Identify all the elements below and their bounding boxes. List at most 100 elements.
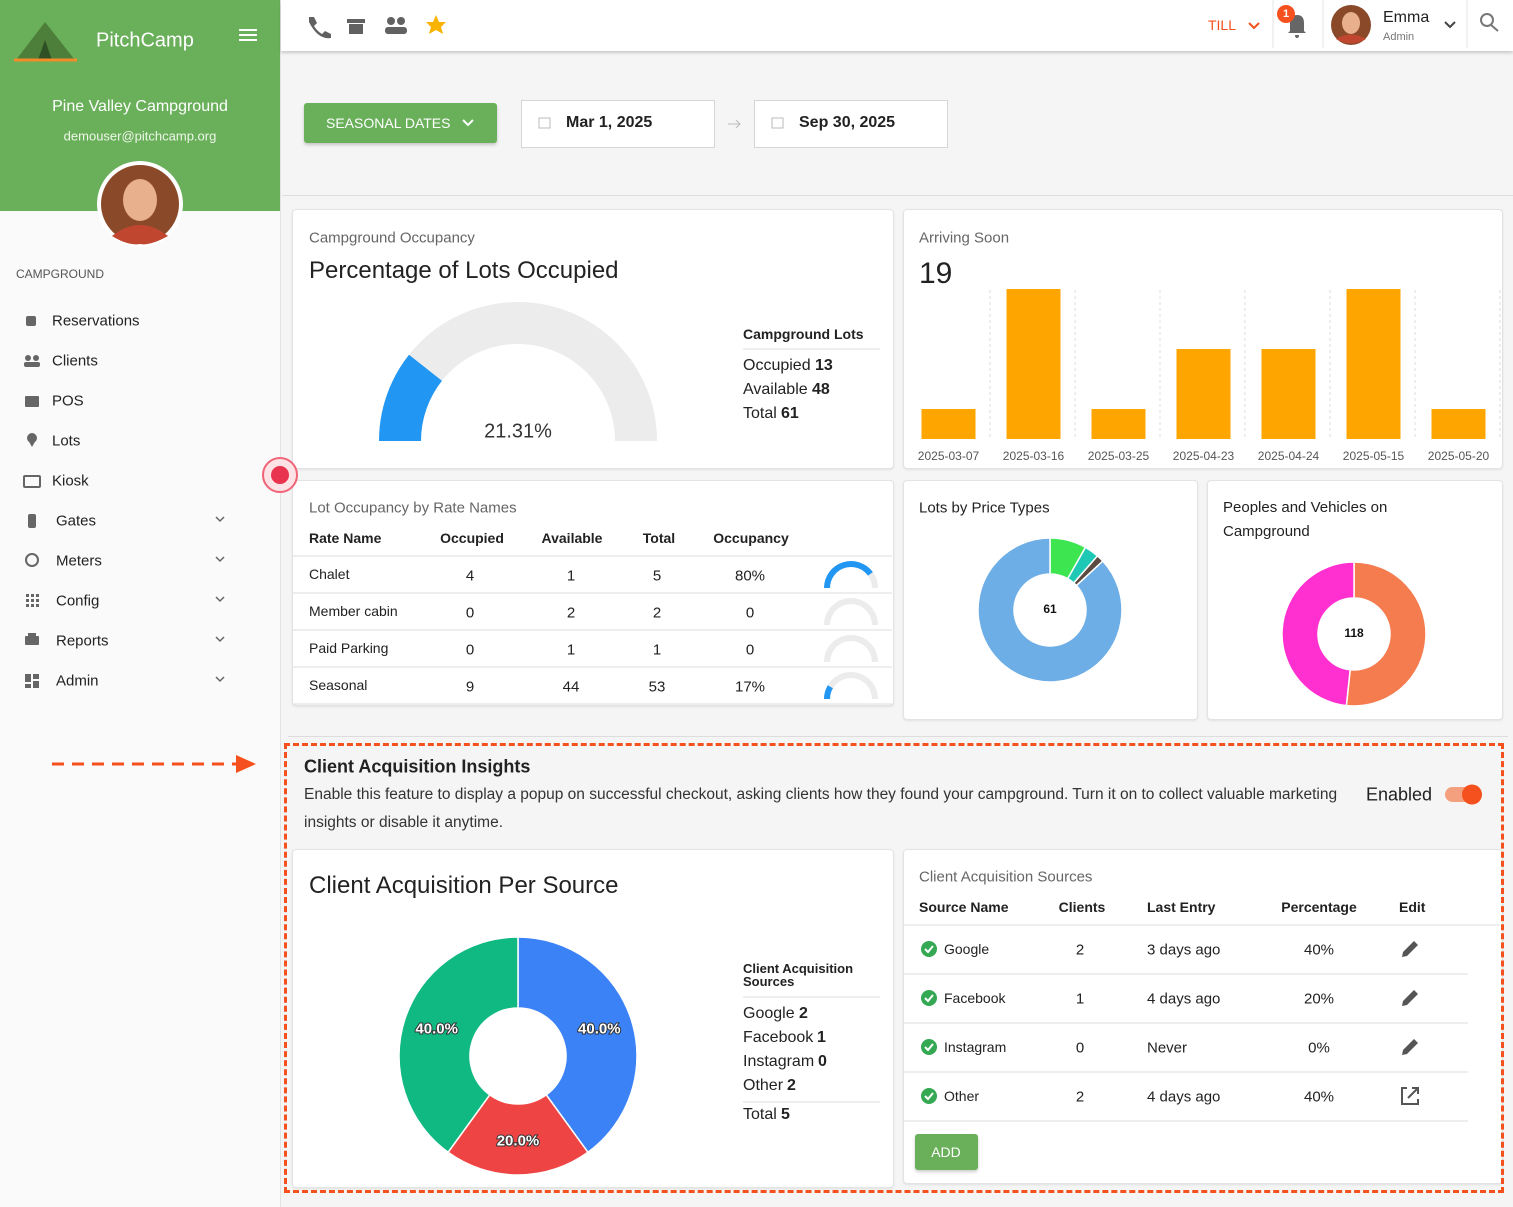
- table-cell: 4: [465, 567, 475, 585]
- topbar: [281, 0, 1513, 51]
- favorite-star[interactable]: [426, 15, 446, 34]
- chart-total: 19: [919, 257, 953, 290]
- bar: [1431, 409, 1486, 439]
- submenu-chevron: [215, 556, 225, 563]
- link-box: [1401, 1087, 1419, 1105]
- table-cell: 40%: [1303, 941, 1335, 959]
- edit-icon[interactable]: [1402, 941, 1418, 957]
- table-title: Client Acquisition Sources: [919, 868, 1093, 886]
- table-cell: 0: [745, 604, 755, 622]
- user-chevron[interactable]: [1444, 21, 1456, 29]
- submenu-chevron: [215, 516, 225, 523]
- column-header: Source Name: [919, 899, 1009, 915]
- status-check-mark: [924, 945, 934, 954]
- bell-icon[interactable]: [1288, 15, 1306, 38]
- table-title: Lot Occupancy by Rate Names: [309, 499, 517, 517]
- menu-item[interactable]: Config: [56, 592, 100, 610]
- menu-item[interactable]: Reservations: [52, 312, 140, 330]
- column-header: Available: [541, 530, 603, 546]
- edit-icon[interactable]: [1402, 990, 1418, 1006]
- menu-toggle[interactable]: [239, 29, 257, 41]
- menu-item[interactable]: Admin: [56, 672, 99, 690]
- legend-title: Client Acquisition Sources: [743, 961, 854, 989]
- status-check-mark: [924, 994, 934, 1003]
- table-cell: 1: [566, 567, 576, 585]
- search-icon[interactable]: [1480, 13, 1499, 32]
- menu-item[interactable]: Meters: [56, 552, 102, 570]
- x-tick-label: 2025-03-07: [917, 449, 980, 463]
- band-separators: [989, 290, 1501, 440]
- menu-item[interactable]: POS: [52, 392, 84, 410]
- toggle[interactable]: [1445, 784, 1482, 805]
- section-label: CAMPGROUND: [16, 267, 105, 281]
- table-cell: 1: [652, 641, 662, 659]
- table-cell: Chalet: [309, 566, 350, 582]
- divider: [282, 195, 1513, 196]
- pencil: [1402, 941, 1418, 957]
- add-button[interactable]: [915, 1134, 978, 1170]
- legend-label: Occupied: [743, 357, 811, 374]
- calendar-icon: [538, 117, 551, 129]
- x-tick-label: 2025-05-15: [1342, 449, 1405, 463]
- insights-status: Enabled: [1366, 784, 1433, 805]
- collapse-handle[interactable]: [262, 457, 298, 493]
- bar: [1091, 409, 1146, 439]
- donut-segment: [1281, 561, 1355, 707]
- divider: [288, 736, 1508, 737]
- menu-item[interactable]: Clients: [52, 352, 98, 370]
- end-date-input[interactable]: [754, 100, 948, 148]
- status-check-mark: [924, 1092, 934, 1101]
- table-cell: 5: [652, 567, 662, 585]
- donut-segment: [447, 1093, 589, 1176]
- bar: [1176, 349, 1231, 439]
- legend-label: Instagram: [743, 1053, 815, 1070]
- legend-label: Available: [743, 381, 808, 398]
- table-cell: 0: [465, 641, 475, 659]
- legend-label: Other: [743, 1077, 784, 1094]
- table-cell: 44: [562, 678, 580, 696]
- range-arrow: [728, 119, 741, 129]
- legend-value: 0: [818, 1053, 827, 1070]
- gauge-fill: [379, 354, 442, 441]
- donut-segment: [1345, 561, 1427, 707]
- column-header: Clients: [1058, 899, 1106, 915]
- legend-label: Google: [743, 1005, 795, 1022]
- segment-label: 40.0%: [415, 1021, 458, 1038]
- period-chevron: [462, 119, 474, 127]
- mini-gauge-track: [824, 598, 878, 625]
- campground-name: Pine Valley Campground: [52, 98, 228, 115]
- legend-value: 2: [787, 1077, 796, 1094]
- till-label: TILL: [1207, 17, 1237, 33]
- x-tick-label: 2025-03-25: [1087, 449, 1150, 463]
- menu-item[interactable]: Lots: [52, 432, 81, 450]
- till-chevron[interactable]: [1248, 22, 1260, 30]
- legend-title: Campground Lots: [743, 326, 864, 342]
- topbar-icons[interactable]: [309, 17, 407, 39]
- chart-title: Client Acquisition Per Source: [309, 872, 619, 899]
- legend-value: 48: [812, 381, 830, 398]
- table-cell: 20%: [1303, 990, 1335, 1008]
- link-arrow: [1407, 1087, 1419, 1099]
- user-avatar[interactable]: [1331, 5, 1371, 45]
- menu-icons: [23, 316, 41, 688]
- mini-gauge-track: [824, 672, 878, 699]
- insights-description: Enable this feature to display a popup o…: [304, 786, 1338, 831]
- mini-gauge-fill: [824, 685, 833, 699]
- table-cell: Never: [1147, 1039, 1188, 1057]
- table-cell: Other: [944, 1088, 980, 1104]
- profile-avatar: [97, 161, 183, 247]
- end-date: Sep 30, 2025: [799, 114, 896, 131]
- menu-item[interactable]: Gates: [56, 512, 97, 530]
- status-check: [921, 1088, 937, 1104]
- sources-card: [903, 849, 1503, 1184]
- menu-item[interactable]: Kiosk: [52, 472, 89, 490]
- donut-segment: [517, 936, 638, 1154]
- open-icon[interactable]: [1401, 1087, 1419, 1105]
- edit-icon[interactable]: [1402, 1039, 1418, 1055]
- table-cell: 9: [465, 678, 475, 696]
- table-cell: 4 days ago: [1147, 990, 1221, 1008]
- table-cell: 0: [465, 604, 475, 622]
- menu-item[interactable]: Reports: [56, 632, 109, 650]
- start-date-input[interactable]: [521, 100, 715, 148]
